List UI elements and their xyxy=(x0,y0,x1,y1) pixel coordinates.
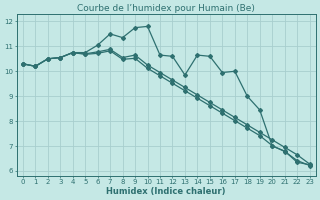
Title: Courbe de l’humidex pour Humain (Be): Courbe de l’humidex pour Humain (Be) xyxy=(77,4,255,13)
X-axis label: Humidex (Indice chaleur): Humidex (Indice chaleur) xyxy=(107,187,226,196)
